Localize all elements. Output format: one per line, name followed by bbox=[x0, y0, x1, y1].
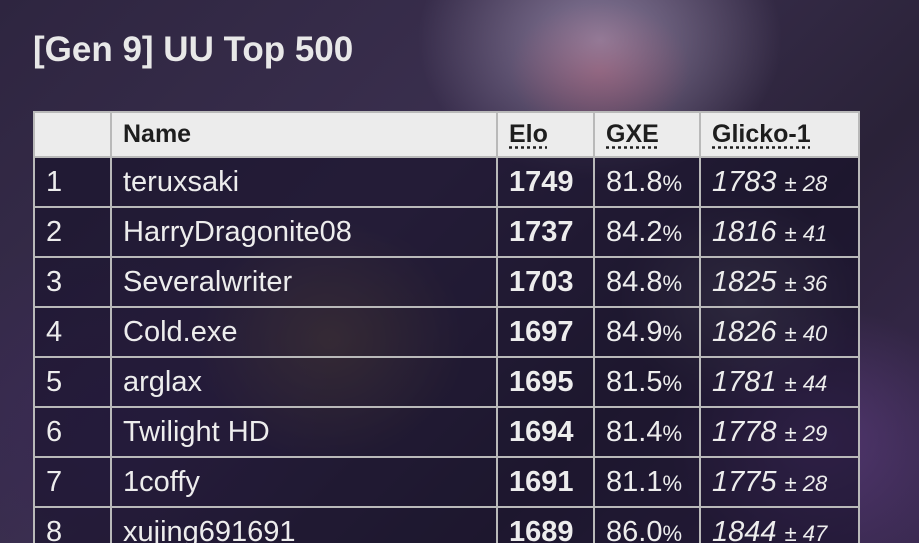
player-name-link[interactable]: Severalwriter bbox=[110, 256, 498, 308]
row-rank: 4 bbox=[33, 306, 112, 358]
header-glicko-label[interactable]: Glicko-1 bbox=[712, 120, 811, 148]
ladder-body: 1 teruxsaki 1749 81.8% 1783 ± 28 2 HarryDragon… bbox=[33, 156, 860, 543]
row-elo: 1703 bbox=[496, 256, 595, 308]
table-header-row: Name Elo GXE Glicko-1 bbox=[33, 111, 860, 158]
table-row: 1 teruxsaki 1749 81.8% 1783 ± 28 bbox=[33, 156, 860, 208]
row-glicko: 1826 ± 40 bbox=[699, 306, 860, 358]
gxe-value: 81.4 bbox=[606, 415, 663, 448]
glicko-deviation: ± 36 bbox=[784, 270, 828, 296]
glicko-rating: 1783 bbox=[712, 165, 777, 198]
row-rank: 5 bbox=[33, 356, 112, 408]
row-elo: 1697 bbox=[496, 306, 595, 358]
table-row: 7 1coffy 1691 81.1% 1775 ± 28 bbox=[33, 456, 860, 508]
row-gxe: 86.0% bbox=[593, 506, 701, 543]
table-row: 5 arglax 1695 81.5% 1781 ± 44 bbox=[33, 356, 860, 408]
page-title: [Gen 9] UU Top 500 bbox=[33, 30, 354, 69]
gxe-percent-sign: % bbox=[662, 170, 683, 196]
row-elo: 1749 bbox=[496, 156, 595, 208]
row-glicko: 1825 ± 36 bbox=[699, 256, 860, 308]
row-gxe: 84.8% bbox=[593, 256, 701, 308]
row-gxe: 81.8% bbox=[593, 156, 701, 208]
row-elo: 1695 bbox=[496, 356, 595, 408]
header-rank bbox=[33, 111, 112, 158]
glicko-rating: 1778 bbox=[712, 415, 777, 448]
row-rank: 1 bbox=[33, 156, 112, 208]
glicko-deviation: ± 47 bbox=[784, 520, 828, 543]
row-elo: 1694 bbox=[496, 406, 595, 458]
gxe-percent-sign: % bbox=[662, 470, 683, 496]
row-elo: 1737 bbox=[496, 206, 595, 258]
row-rank: 8 bbox=[33, 506, 112, 543]
header-elo: Elo bbox=[496, 111, 595, 158]
row-rank: 6 bbox=[33, 406, 112, 458]
gxe-percent-sign: % bbox=[662, 420, 683, 446]
glicko-deviation: ± 41 bbox=[784, 220, 828, 246]
gxe-percent-sign: % bbox=[662, 520, 683, 543]
row-glicko: 1816 ± 41 bbox=[699, 206, 860, 258]
glicko-rating: 1775 bbox=[712, 465, 777, 498]
player-name-link[interactable]: arglax bbox=[110, 356, 498, 408]
gxe-value: 81.5 bbox=[606, 365, 663, 398]
row-glicko: 1781 ± 44 bbox=[699, 356, 860, 408]
gxe-value: 84.8 bbox=[606, 265, 663, 298]
row-rank: 3 bbox=[33, 256, 112, 308]
row-gxe: 81.1% bbox=[593, 456, 701, 508]
player-name-link[interactable]: HarryDragonite08 bbox=[110, 206, 498, 258]
glicko-rating: 1825 bbox=[712, 265, 777, 298]
row-gxe: 81.5% bbox=[593, 356, 701, 408]
header-gxe: GXE bbox=[593, 111, 701, 158]
glicko-deviation: ± 44 bbox=[784, 370, 828, 396]
player-name-link[interactable]: Twilight HD bbox=[110, 406, 498, 458]
glicko-deviation: ± 28 bbox=[784, 470, 828, 496]
header-elo-label[interactable]: Elo bbox=[509, 120, 548, 148]
row-gxe: 84.9% bbox=[593, 306, 701, 358]
glicko-rating: 1826 bbox=[712, 315, 777, 348]
gxe-percent-sign: % bbox=[662, 270, 683, 296]
glicko-rating: 1781 bbox=[712, 365, 777, 398]
row-glicko: 1775 ± 28 bbox=[699, 456, 860, 508]
row-elo: 1689 bbox=[496, 506, 595, 543]
glicko-rating: 1844 bbox=[712, 515, 777, 543]
row-glicko: 1844 ± 47 bbox=[699, 506, 860, 543]
gxe-percent-sign: % bbox=[662, 220, 683, 246]
gxe-value: 81.1 bbox=[606, 465, 663, 498]
table-row: 4 Cold.exe 1697 84.9% 1826 ± 40 bbox=[33, 306, 860, 358]
player-name-link[interactable]: teruxsaki bbox=[110, 156, 498, 208]
gxe-percent-sign: % bbox=[662, 370, 683, 396]
row-rank: 7 bbox=[33, 456, 112, 508]
glicko-deviation: ± 29 bbox=[784, 420, 828, 446]
row-elo: 1691 bbox=[496, 456, 595, 508]
glicko-deviation: ± 28 bbox=[784, 170, 828, 196]
gxe-value: 84.2 bbox=[606, 215, 663, 248]
row-glicko: 1783 ± 28 bbox=[699, 156, 860, 208]
ladder-table: Name Elo GXE Glicko-1 1 teruxsaki 1749 81.8… bbox=[33, 111, 860, 543]
glicko-deviation: ± 40 bbox=[784, 320, 828, 346]
player-name-link[interactable]: xujing691691 bbox=[110, 506, 498, 543]
header-glicko: Glicko-1 bbox=[699, 111, 860, 158]
row-glicko: 1778 ± 29 bbox=[699, 406, 860, 458]
table-row: 3 Severalwriter 1703 84.8% 1825 ± 36 bbox=[33, 256, 860, 308]
table-row: 2 HarryDragonite08 1737 84.2% 1816 ± 41 bbox=[33, 206, 860, 258]
player-name-link[interactable]: 1coffy bbox=[110, 456, 498, 508]
row-gxe: 84.2% bbox=[593, 206, 701, 258]
gxe-value: 86.0 bbox=[606, 515, 663, 543]
row-rank: 2 bbox=[33, 206, 112, 258]
gxe-value: 81.8 bbox=[606, 165, 663, 198]
header-name: Name bbox=[110, 111, 498, 158]
header-gxe-label[interactable]: GXE bbox=[606, 120, 659, 148]
row-gxe: 81.4% bbox=[593, 406, 701, 458]
glicko-rating: 1816 bbox=[712, 215, 777, 248]
gxe-value: 84.9 bbox=[606, 315, 663, 348]
player-name-link[interactable]: Cold.exe bbox=[110, 306, 498, 358]
table-row: 6 Twilight HD 1694 81.4% 1778 ± 29 bbox=[33, 406, 860, 458]
gxe-percent-sign: % bbox=[662, 320, 683, 346]
table-row: 8 xujing691691 1689 86.0% 1844 ± 47 bbox=[33, 506, 860, 543]
